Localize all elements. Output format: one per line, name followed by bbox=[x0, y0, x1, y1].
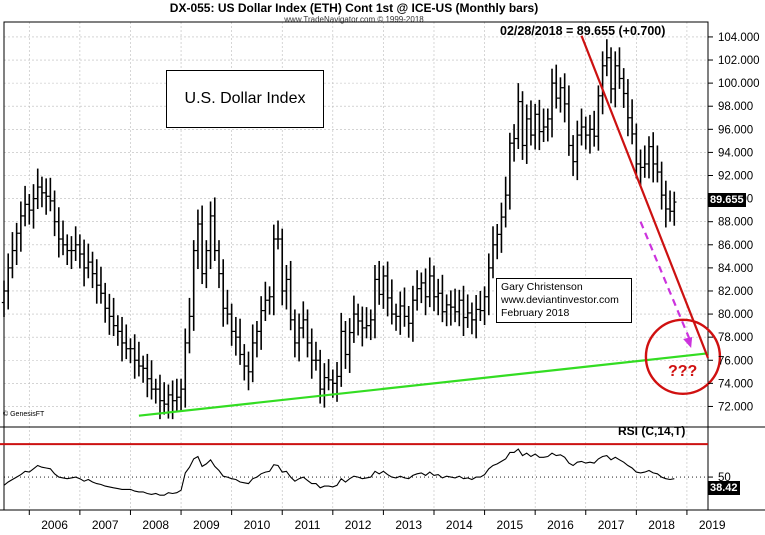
price-bars bbox=[1, 39, 677, 420]
chart-label-box: U.S. Dollar Index bbox=[166, 70, 324, 128]
x-tick-label: 2012 bbox=[345, 518, 372, 532]
axis-ticks: 2006 2007 2008 2009 2010 2011 2012 2013 2014 2015… bbox=[28, 32, 760, 532]
rsi-title: RSI (C,14,T) bbox=[618, 424, 686, 438]
y-tick-label: 74.000 bbox=[718, 378, 753, 390]
chart-label: U.S. Dollar Index bbox=[184, 90, 306, 107]
projection-arrow bbox=[639, 221, 693, 344]
resistance-trendline bbox=[580, 35, 710, 359]
x-tick-label: 2011 bbox=[295, 518, 321, 532]
last-price-label: 02/28/2018 = 89.655 (+0.700) bbox=[500, 24, 666, 38]
x-tick-label: 2016 bbox=[547, 518, 574, 532]
x-tick-label: 2007 bbox=[92, 518, 119, 532]
y-tick-label: 82.000 bbox=[718, 286, 753, 298]
x-tick-label: 2015 bbox=[497, 518, 524, 532]
x-tick-label: 2006 bbox=[41, 518, 68, 532]
axes bbox=[0, 21, 765, 511]
y-tick-label: 100.000 bbox=[718, 78, 760, 90]
genesis-credit: © GenesisFT bbox=[3, 411, 45, 418]
y-tick-label: 86.000 bbox=[718, 240, 753, 252]
x-tick-label: 2017 bbox=[598, 518, 625, 532]
y-tick-label: 102.000 bbox=[718, 55, 760, 67]
y-tick-label: 92.000 bbox=[718, 171, 753, 183]
author-website: www.deviantinvestor.com bbox=[501, 294, 619, 306]
y-tick-label: 72.000 bbox=[718, 401, 753, 413]
chart-subtitle: www.TradeNavigator.com © 1999-2018 bbox=[284, 15, 424, 24]
author-note: Gary Christenson www.deviantinvestor.com… bbox=[496, 278, 632, 323]
author-date: February 2018 bbox=[501, 307, 570, 319]
question-marks: ??? bbox=[668, 363, 698, 380]
y-tick-label: 94.000 bbox=[718, 147, 753, 159]
y-tick-label: 96.000 bbox=[718, 124, 753, 136]
y-tick-label: 88.000 bbox=[718, 217, 753, 229]
highlight-circle bbox=[644, 318, 722, 395]
y-tick-label: 84.000 bbox=[718, 263, 753, 275]
author-name: Gary Christenson bbox=[501, 281, 583, 293]
rsi-badge: 38.42 bbox=[708, 481, 740, 495]
y-tick-label: 80.000 bbox=[718, 309, 753, 321]
price-badge: 89.655 bbox=[708, 193, 746, 207]
x-tick-label: 2014 bbox=[446, 518, 473, 532]
support-trendline bbox=[138, 352, 709, 417]
x-tick-label: 2009 bbox=[193, 518, 220, 532]
rsi-line bbox=[3, 448, 675, 496]
y-tick-label: 76.000 bbox=[718, 355, 753, 367]
chart-title: DX-055: US Dollar Index (ETH) Cont 1st @… bbox=[169, 1, 539, 15]
trend-lines bbox=[138, 35, 722, 417]
y-tick-label: 98.000 bbox=[718, 101, 753, 113]
x-tick-label: 2010 bbox=[244, 518, 271, 532]
projection-arrowhead bbox=[683, 336, 693, 348]
x-tick-label: 2018 bbox=[648, 518, 675, 532]
x-tick-label: 2013 bbox=[395, 518, 422, 532]
y-tick-label: 78.000 bbox=[718, 332, 753, 344]
y-tick-label: 104.000 bbox=[718, 32, 760, 44]
x-tick-label: 2019 bbox=[699, 518, 726, 532]
x-tick-label: 2008 bbox=[142, 518, 169, 532]
